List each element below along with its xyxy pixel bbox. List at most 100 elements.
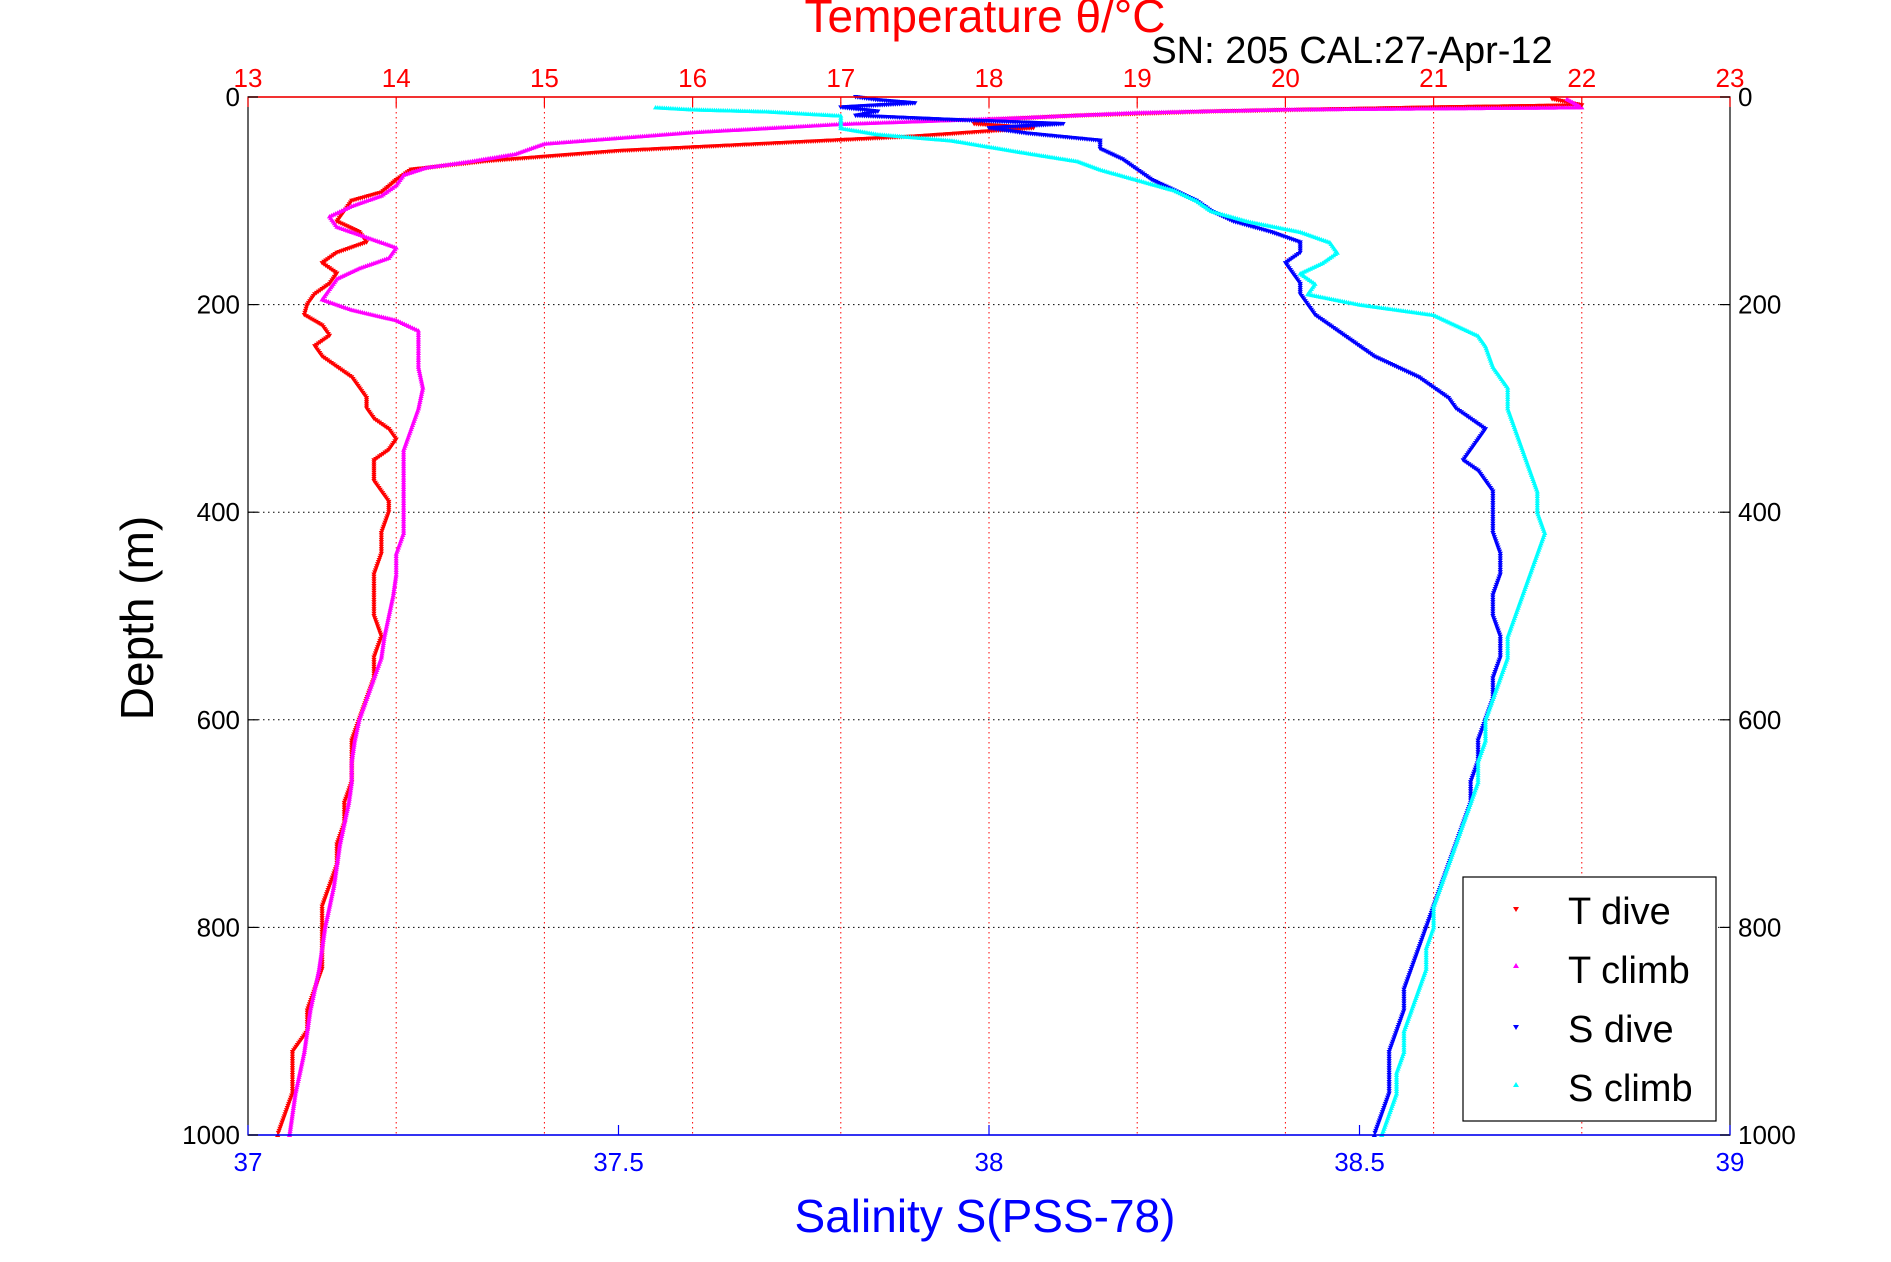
data-point xyxy=(1505,394,1511,399)
data-point xyxy=(331,879,338,884)
depth-tick-label-right: 0 xyxy=(1738,82,1752,112)
data-point xyxy=(330,887,336,893)
data-point xyxy=(340,827,346,832)
data-point xyxy=(341,821,347,826)
data-point xyxy=(379,653,385,658)
legend: T dive T climb S dive S climb xyxy=(1462,876,1717,1122)
data-point xyxy=(350,750,356,756)
data-point xyxy=(340,825,347,830)
data-point xyxy=(416,401,422,407)
data-point xyxy=(416,368,422,374)
data-point xyxy=(291,1103,297,1108)
data-point xyxy=(336,846,342,851)
data-point xyxy=(371,584,377,589)
data-point xyxy=(386,613,392,618)
data-point xyxy=(393,553,399,559)
depth-tick-label-right: 400 xyxy=(1738,497,1781,527)
data-point xyxy=(1505,652,1511,658)
data-point xyxy=(350,746,357,751)
data-point xyxy=(288,1120,294,1125)
data-point xyxy=(371,600,377,605)
data-point xyxy=(1386,1073,1392,1078)
data-point xyxy=(418,393,424,398)
data-point xyxy=(289,1089,296,1094)
data-point xyxy=(1497,648,1503,653)
data-point xyxy=(299,1059,305,1065)
data-point xyxy=(348,785,354,791)
data-point xyxy=(1490,505,1496,510)
data-point xyxy=(1386,1089,1392,1094)
data-point xyxy=(415,355,422,360)
data-point xyxy=(1423,950,1429,955)
data-point xyxy=(349,754,355,760)
data-point xyxy=(296,1074,302,1079)
data-point xyxy=(292,1091,299,1096)
data-point xyxy=(289,1061,296,1066)
data-point xyxy=(289,1063,296,1069)
data-point xyxy=(385,617,391,623)
data-point xyxy=(352,738,358,743)
data-point xyxy=(1401,992,1407,997)
data-point xyxy=(415,343,422,349)
data-point xyxy=(330,885,337,890)
data-point xyxy=(401,470,407,475)
data-point xyxy=(347,794,353,799)
data-point xyxy=(417,372,423,378)
data-point xyxy=(1490,494,1496,499)
data-point xyxy=(324,916,330,922)
data-point xyxy=(401,509,407,515)
data-point xyxy=(391,584,398,589)
data-point xyxy=(393,567,399,572)
temperature-tick-label: 19 xyxy=(1123,63,1152,93)
data-point xyxy=(1431,915,1437,921)
data-point xyxy=(319,947,325,953)
data-point xyxy=(1482,735,1489,741)
data-point xyxy=(1490,604,1496,610)
data-point xyxy=(415,362,422,367)
data-point xyxy=(1497,646,1503,651)
data-point xyxy=(303,1039,309,1044)
data-point xyxy=(401,500,407,505)
data-point xyxy=(1497,558,1503,564)
data-point xyxy=(371,579,377,584)
data-point xyxy=(1497,643,1503,649)
data-point xyxy=(296,1072,303,1077)
data-point xyxy=(317,960,323,965)
data-point xyxy=(371,609,377,614)
data-point xyxy=(1401,1031,1407,1036)
data-point xyxy=(1490,595,1496,600)
data-point xyxy=(289,1111,296,1117)
data-point xyxy=(378,544,384,550)
data-point xyxy=(1401,1001,1407,1006)
data-point xyxy=(1401,989,1407,995)
data-point xyxy=(351,740,358,745)
data-point xyxy=(314,976,320,982)
depth-tick-label-left: 200 xyxy=(197,290,240,320)
data-point xyxy=(387,607,393,612)
data-point xyxy=(1497,634,1503,640)
data-point xyxy=(341,823,347,828)
data-point xyxy=(310,995,316,1000)
data-point xyxy=(401,502,407,508)
data-point xyxy=(342,817,348,822)
data-point xyxy=(1468,787,1474,792)
data-point xyxy=(1490,500,1496,506)
data-point xyxy=(349,758,355,764)
data-point xyxy=(415,328,422,333)
data-point xyxy=(336,850,342,855)
depth-tick-label-right: 1000 xyxy=(1738,1120,1796,1150)
data-point xyxy=(371,586,377,591)
data-point xyxy=(1431,904,1437,909)
data-point xyxy=(1393,1088,1400,1094)
data-point xyxy=(420,385,426,390)
legend-marker-s-dive xyxy=(1513,1025,1519,1030)
data-point xyxy=(1423,959,1429,964)
data-point xyxy=(349,772,355,778)
data-point xyxy=(1490,602,1496,607)
data-point xyxy=(1534,505,1540,510)
depth-tick-label-right: 600 xyxy=(1738,705,1781,735)
data-point xyxy=(331,881,337,886)
data-point xyxy=(328,898,334,903)
data-point xyxy=(297,1068,303,1073)
data-point xyxy=(1505,387,1511,392)
